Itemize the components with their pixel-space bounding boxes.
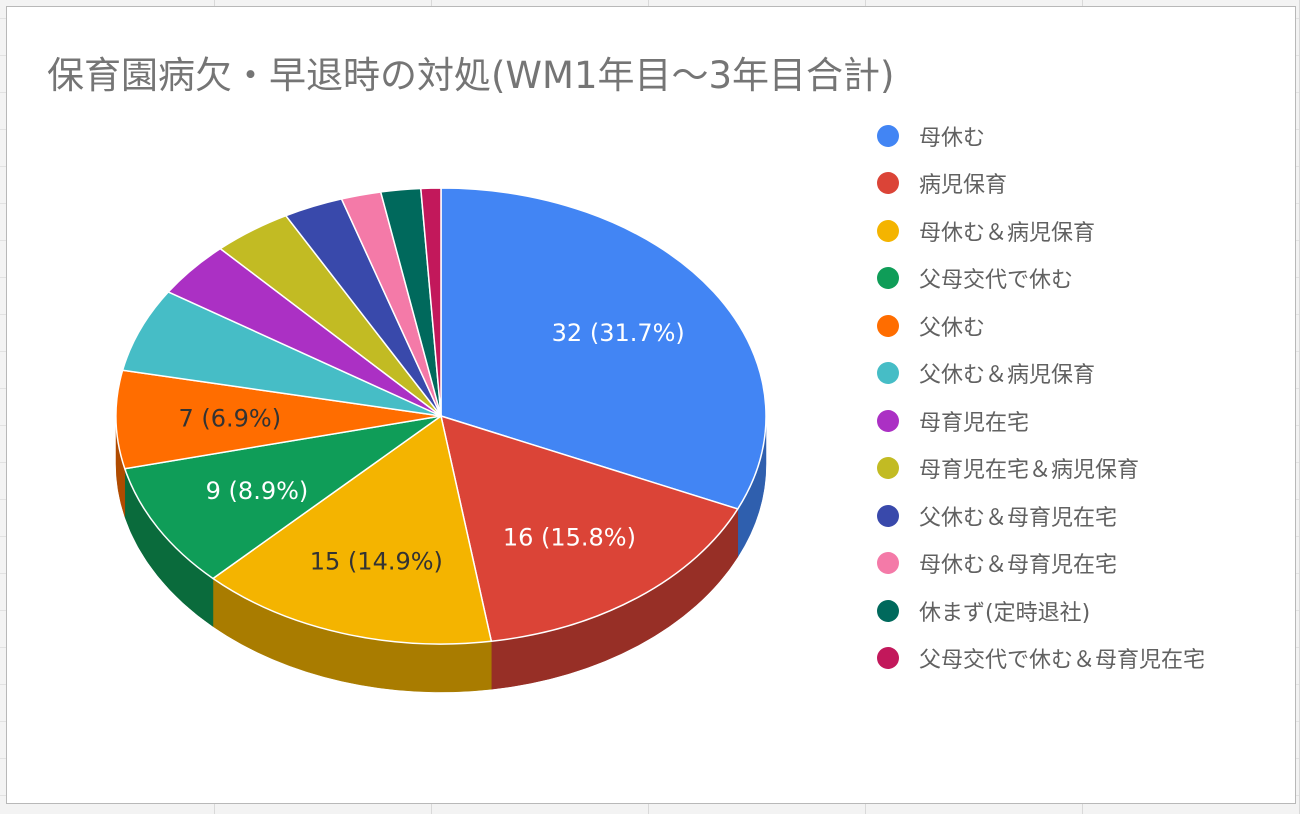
- legend-swatch: [877, 267, 899, 290]
- pie-slice-0[interactable]: [440, 187, 767, 510]
- legend-swatch: [877, 124, 899, 147]
- legend-swatch: [877, 552, 899, 575]
- pie-chart[interactable]: 32 (31.7%) 16 (15.8%) 15 (14.9%) 9 (8.9%) 7 …: [7, 7, 1295, 803]
- pie-slice-5[interactable]: [121, 291, 442, 417]
- data-label-3: 9 (8.9%): [206, 477, 309, 505]
- legend: 母休む病児保育母休む＆病児保育 父母交代で休む 父休む父休む＆病児保育 母育児在宅母育…: [877, 112, 1205, 682]
- legend-item: 父母交代で休む＆母育児在宅: [877, 635, 1205, 683]
- legend-swatch: [877, 314, 899, 337]
- legend-swatch: [877, 409, 899, 432]
- legend-label: 父母交代で休む＆母育児在宅: [919, 648, 1206, 674]
- legend-item: 父休む＆病児保育: [877, 350, 1205, 398]
- legend-label: 母育児在宅: [919, 410, 1030, 436]
- data-label-2: 15 (14.9%): [310, 547, 443, 575]
- legend-label: 父休む: [919, 315, 986, 341]
- legend-swatch: [877, 599, 899, 622]
- pie-slices: [115, 187, 767, 645]
- pie-slice-3[interactable]: [124, 415, 442, 580]
- legend-label: 父母交代で休む: [919, 268, 1074, 294]
- legend-item: 父母交代で休む: [877, 255, 1205, 303]
- pie-slice-4[interactable]: [115, 369, 442, 470]
- legend-item: 母休む＆病児保育: [877, 207, 1205, 255]
- legend-swatch: [877, 362, 899, 385]
- legend-swatch: [877, 647, 899, 670]
- legend-item: 母育児在宅: [877, 397, 1205, 445]
- legend-swatch: [877, 504, 899, 527]
- legend-swatch: [877, 172, 899, 195]
- legend-label: 父休む＆病児保育: [919, 363, 1096, 389]
- data-label-1: 16 (15.8%): [503, 523, 636, 551]
- data-label-0: 32 (31.7%): [552, 319, 685, 347]
- chart-card[interactable]: 保育園病欠・早退時の対処(WM1年目〜3年目合計) 32 (31.7%) 16 (…: [6, 6, 1296, 804]
- legend-label: 母育児在宅＆病児保育: [919, 458, 1140, 484]
- legend-label: 父休む＆母育児在宅: [919, 505, 1118, 531]
- pie-slice-11[interactable]: [420, 187, 442, 417]
- data-label-4: 7 (6.9%): [178, 404, 281, 432]
- legend-item: 母育児在宅＆病児保育: [877, 445, 1205, 493]
- legend-item: 病児保育: [877, 160, 1205, 208]
- legend-label: 病児保育: [919, 173, 1008, 199]
- legend-label: 母休む＆病児保育: [919, 220, 1096, 246]
- pie-slice-1[interactable]: [440, 415, 739, 642]
- legend-item: 父休む＆母育児在宅: [877, 492, 1205, 540]
- legend-swatch: [877, 457, 899, 480]
- legend-item: 母休む＆母育児在宅: [877, 540, 1205, 588]
- legend-swatch: [877, 219, 899, 242]
- legend-item: 休まず(定時退社): [877, 587, 1205, 635]
- pie-data-labels: 32 (31.7%) 16 (15.8%) 15 (14.9%) 9 (8.9%) 7 …: [178, 319, 684, 576]
- pie-slice-2[interactable]: [212, 415, 493, 645]
- legend-item: 父休む: [877, 302, 1205, 350]
- legend-item: 母休む: [877, 112, 1205, 160]
- legend-label: 母休む＆母育児在宅: [919, 553, 1118, 579]
- legend-label: 母休む: [919, 125, 986, 151]
- legend-label: 休まず(定時退社): [919, 600, 1091, 626]
- chart-title: 保育園病欠・早退時の対処(WM1年目〜3年目合計): [47, 54, 895, 97]
